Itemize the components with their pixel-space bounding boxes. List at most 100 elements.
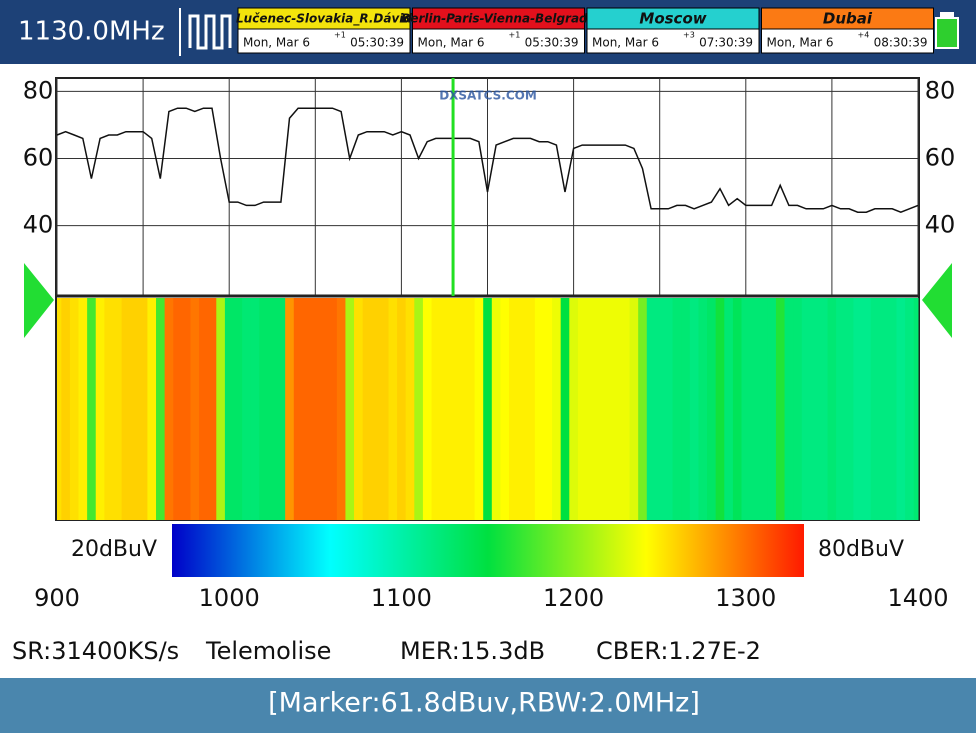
- waterfall-stripe: [818, 298, 829, 520]
- waterfall-stripe: [328, 298, 338, 520]
- pulse-icon: [188, 14, 232, 50]
- right-arrow: [922, 263, 952, 338]
- x-tick-label: 1000: [199, 584, 260, 612]
- waterfall-stripe: [397, 298, 407, 520]
- waterfall-stripe: [698, 298, 708, 520]
- waterfall-stripe: [285, 298, 295, 520]
- y-tick-label: 60: [23, 143, 54, 171]
- clock-date: Mon, Mar 6: [767, 36, 834, 50]
- waterfall-stripe: [844, 298, 854, 520]
- waterfall-stripe: [853, 298, 863, 520]
- waterfall-stripe: [620, 298, 631, 520]
- battery: [935, 17, 959, 49]
- clock-offset: +1: [509, 31, 521, 40]
- waterfall-stripe: [190, 298, 200, 520]
- y-tick-label-right: 60: [925, 143, 956, 171]
- cber: CBER:1.27E-2: [596, 637, 761, 665]
- clock-time-bg: [586, 28, 760, 54]
- waterfall-stripe: [715, 298, 725, 520]
- waterfall-stripe: [112, 298, 123, 520]
- waterfall-stripe: [577, 298, 588, 520]
- x-tick-label: 900: [34, 584, 80, 612]
- waterfall-stripe: [147, 298, 157, 520]
- waterfall-stripe: [336, 298, 346, 520]
- waterfall-stripe: [310, 298, 321, 520]
- x-tick-label: 1400: [887, 584, 948, 612]
- waterfall-stripe: [233, 298, 243, 520]
- waterfall-stripe: [57, 298, 62, 520]
- waterfall-stripe: [569, 298, 579, 520]
- waterfall-stripe: [758, 298, 768, 520]
- waterfall-stripe: [457, 298, 467, 520]
- waterfall-stripe: [500, 298, 510, 520]
- watermark: DXSATCS.COM: [439, 89, 537, 103]
- waterfall-stripe: [793, 298, 803, 520]
- colorbar-max-label: 80dBuV: [818, 537, 904, 562]
- waterfall-stripe: [250, 298, 260, 520]
- waterfall-stripe: [242, 298, 252, 520]
- waterfall-stripe: [784, 298, 794, 520]
- waterfall-stripe: [267, 298, 278, 520]
- y-tick-label-right: 80: [925, 76, 956, 104]
- waterfall-stripe: [672, 298, 682, 520]
- waterfall-stripe: [379, 298, 389, 520]
- waterfall-stripe: [646, 298, 656, 520]
- clock-date: Mon, Mar 6: [243, 36, 310, 50]
- waterfall-stripe: [586, 298, 596, 520]
- battery-tip: [940, 12, 954, 18]
- waterfall-stripe: [216, 298, 226, 520]
- waterfall-stripe: [181, 298, 191, 520]
- waterfall-stripe: [405, 298, 415, 520]
- x-tick-label: 1200: [543, 584, 604, 612]
- clocks: Lučenec-Slovakia_R.Dávid Mon, Mar 6 +1 05:3…: [236, 7, 934, 54]
- waterfall-stripe: [870, 298, 880, 520]
- clock-time: 07:30:39: [699, 36, 753, 50]
- waterfall-stripe: [887, 298, 897, 520]
- waterfall-stripe: [801, 298, 811, 520]
- waterfall-stripe: [612, 298, 622, 520]
- clock-name: Lučenec-Slovakia_R.Dávid: [236, 12, 412, 27]
- waterfall-stripe: [302, 298, 312, 520]
- waterfall-stripe: [483, 298, 493, 520]
- clock-time: 08:30:39: [874, 36, 928, 50]
- waterfall-stripe: [138, 298, 148, 520]
- waterfall-stripe: [431, 298, 441, 520]
- clock-time: 05:30:39: [525, 36, 579, 50]
- waterfall-stripe: [905, 298, 915, 520]
- waterfall-stripe: [689, 298, 699, 520]
- y-tick-label-right: 40: [925, 211, 956, 239]
- clock-name: Moscow: [639, 10, 706, 28]
- waterfall-stripe: [913, 298, 919, 520]
- waterfall-stripe: [629, 298, 639, 520]
- waterfall-stripe: [638, 298, 648, 520]
- waterfall-stripe: [707, 298, 717, 520]
- y-tick-label: 40: [23, 211, 54, 239]
- x-tick-label: 1100: [371, 584, 432, 612]
- waterfall-stripe: [543, 298, 553, 520]
- clock-time-bg: [237, 28, 411, 54]
- waterfall-stripe: [440, 298, 450, 520]
- waterfall-stripe: [879, 298, 889, 520]
- clock-offset: +3: [683, 31, 695, 40]
- waterfall-stripe: [681, 298, 691, 520]
- colorbar: [172, 524, 804, 577]
- waterfall-stripe: [371, 298, 381, 520]
- waterfall-stripe: [836, 298, 846, 520]
- waterfall-stripe: [603, 298, 613, 520]
- waterfall-stripe: [896, 298, 906, 520]
- clock-offset: +1: [334, 31, 346, 40]
- y-tick-label: 80: [23, 76, 54, 104]
- mer: MER:15.3dB: [400, 637, 545, 665]
- waterfall-stripe: [465, 298, 476, 520]
- waterfall-stripe: [173, 298, 183, 520]
- waterfall-stripe: [104, 298, 114, 520]
- waterfall-stripe: [95, 298, 105, 520]
- clock-date: Mon, Mar 6: [592, 36, 659, 50]
- waterfall-stripe: [509, 298, 519, 520]
- spectrum-trace: [56, 107, 919, 214]
- waterfall-stripe: [414, 298, 424, 520]
- waterfall-stripe: [276, 298, 286, 520]
- waterfall-stripe: [207, 298, 217, 520]
- waterfall-stripe: [810, 298, 820, 520]
